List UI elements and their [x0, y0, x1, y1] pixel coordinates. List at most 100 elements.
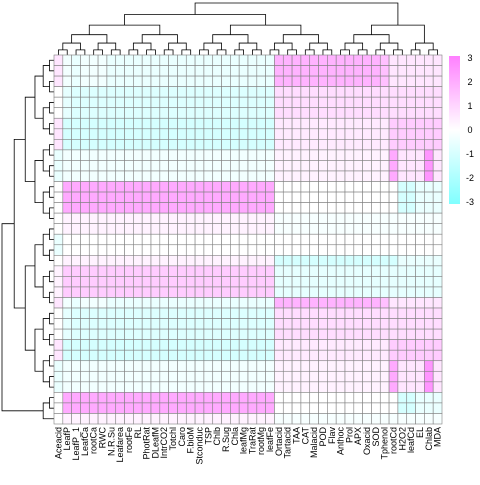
- heatmap-cell: [318, 86, 328, 98]
- heatmap-cell: [388, 212, 399, 224]
- heatmap-cell: [379, 233, 390, 246]
- heatmap-cell: [177, 149, 187, 161]
- heatmap-cell: [300, 160, 311, 172]
- heatmap-cell: [371, 370, 381, 383]
- heatmap-cell: [388, 244, 399, 256]
- legend-tick-label: -1: [466, 149, 474, 159]
- heatmap-cell: [274, 392, 284, 404]
- heatmap-cell: [238, 75, 249, 87]
- heatmap-cell: [159, 360, 169, 372]
- heatmap-cell: [247, 297, 258, 309]
- column-label: Anthoc: [336, 427, 346, 456]
- heatmap-cell: [265, 65, 275, 77]
- heatmap-cell: [62, 107, 72, 119]
- heatmap-cell: [203, 265, 214, 277]
- heatmap-cell: [397, 191, 408, 203]
- heatmap-cell: [124, 139, 134, 151]
- heatmap-cell: [318, 286, 328, 298]
- heatmap-cell: [124, 149, 134, 161]
- heatmap-cell: [80, 413, 90, 425]
- heatmap-cell: [53, 318, 64, 330]
- heatmap-cell: [230, 370, 240, 383]
- heatmap-cell: [194, 128, 205, 140]
- heatmap-cell: [353, 160, 363, 172]
- heatmap-cell: [247, 339, 258, 351]
- heatmap-cell: [133, 297, 143, 309]
- heatmap-cell: [194, 212, 205, 224]
- heatmap-cell: [344, 360, 355, 372]
- heatmap-cell: [238, 328, 249, 340]
- heatmap-cell: [274, 212, 284, 224]
- heatmap-cell: [300, 96, 311, 109]
- heatmap-cell: [415, 96, 425, 109]
- heatmap-cell: [194, 265, 205, 277]
- heatmap-cell: [371, 212, 381, 224]
- heatmap-cell: [318, 96, 328, 109]
- heatmap-cell: [80, 297, 90, 309]
- heatmap-cell: [124, 307, 134, 319]
- heatmap-cell: [221, 65, 231, 77]
- heatmap-cell: [432, 54, 443, 66]
- heatmap-cell: [159, 96, 169, 109]
- heatmap-cell: [265, 160, 275, 172]
- heatmap-cell: [274, 360, 284, 372]
- heatmap-cell: [97, 107, 108, 119]
- heatmap-cell: [88, 413, 99, 425]
- heatmap-cell: [168, 191, 178, 203]
- heatmap-cell: [150, 286, 161, 298]
- heatmap-cell: [71, 65, 81, 77]
- heatmap-cell: [291, 286, 302, 298]
- heatmap-cell: [424, 191, 434, 203]
- heatmap-cell: [203, 117, 214, 130]
- heatmap-cell: [194, 117, 205, 130]
- heatmap-cell: [230, 381, 240, 393]
- heatmap-cell: [327, 170, 337, 182]
- heatmap-cell: [238, 160, 249, 172]
- heatmap-cell: [379, 360, 390, 372]
- heatmap-cell: [159, 149, 169, 161]
- heatmap-cell: [415, 170, 425, 182]
- heatmap-cell: [344, 381, 355, 393]
- heatmap-cell: [415, 244, 425, 256]
- heatmap-cell: [106, 339, 117, 351]
- heatmap-cell: [230, 149, 240, 161]
- heatmap-cell: [379, 149, 390, 161]
- heatmap-cell: [88, 276, 99, 288]
- heatmap-cell: [309, 212, 319, 224]
- heatmap-cell: [379, 160, 390, 172]
- heatmap-cell: [168, 349, 178, 362]
- heatmap-cell: [388, 202, 399, 214]
- heatmap-cell: [353, 128, 363, 140]
- heatmap-cell: [309, 276, 319, 288]
- heatmap-cell: [388, 223, 399, 235]
- heatmap-cell: [115, 297, 125, 309]
- heatmap-cell: [432, 349, 443, 362]
- heatmap-cell: [265, 233, 275, 246]
- heatmap-cell: [406, 117, 416, 130]
- heatmap-cell: [362, 402, 372, 414]
- heatmap-cell: [397, 276, 408, 288]
- heatmap-cell: [406, 107, 416, 119]
- heatmap-cell: [415, 392, 425, 404]
- heatmap-cell: [353, 413, 363, 425]
- heatmap-cell: [432, 75, 443, 87]
- heatmap-cell: [53, 128, 64, 140]
- heatmap-cell: [397, 349, 408, 362]
- heatmap-cell: [168, 370, 178, 383]
- heatmap-cell: [309, 318, 319, 330]
- heatmap-cell: [256, 265, 266, 277]
- heatmap-cell: [177, 244, 187, 256]
- heatmap-cell: [141, 255, 152, 267]
- heatmap-cell: [53, 96, 64, 109]
- heatmap-cell: [185, 96, 196, 109]
- column-label: RL: [133, 427, 143, 439]
- heatmap-cell: [318, 402, 328, 414]
- heatmap-cell: [309, 54, 319, 66]
- heatmap-cell: [282, 255, 293, 267]
- heatmap-cell: [353, 117, 363, 130]
- heatmap-cell: [379, 181, 390, 193]
- heatmap-cell: [168, 255, 178, 267]
- heatmap-cell: [256, 160, 266, 172]
- heatmap-cell: [71, 286, 81, 298]
- heatmap-cell: [150, 255, 161, 267]
